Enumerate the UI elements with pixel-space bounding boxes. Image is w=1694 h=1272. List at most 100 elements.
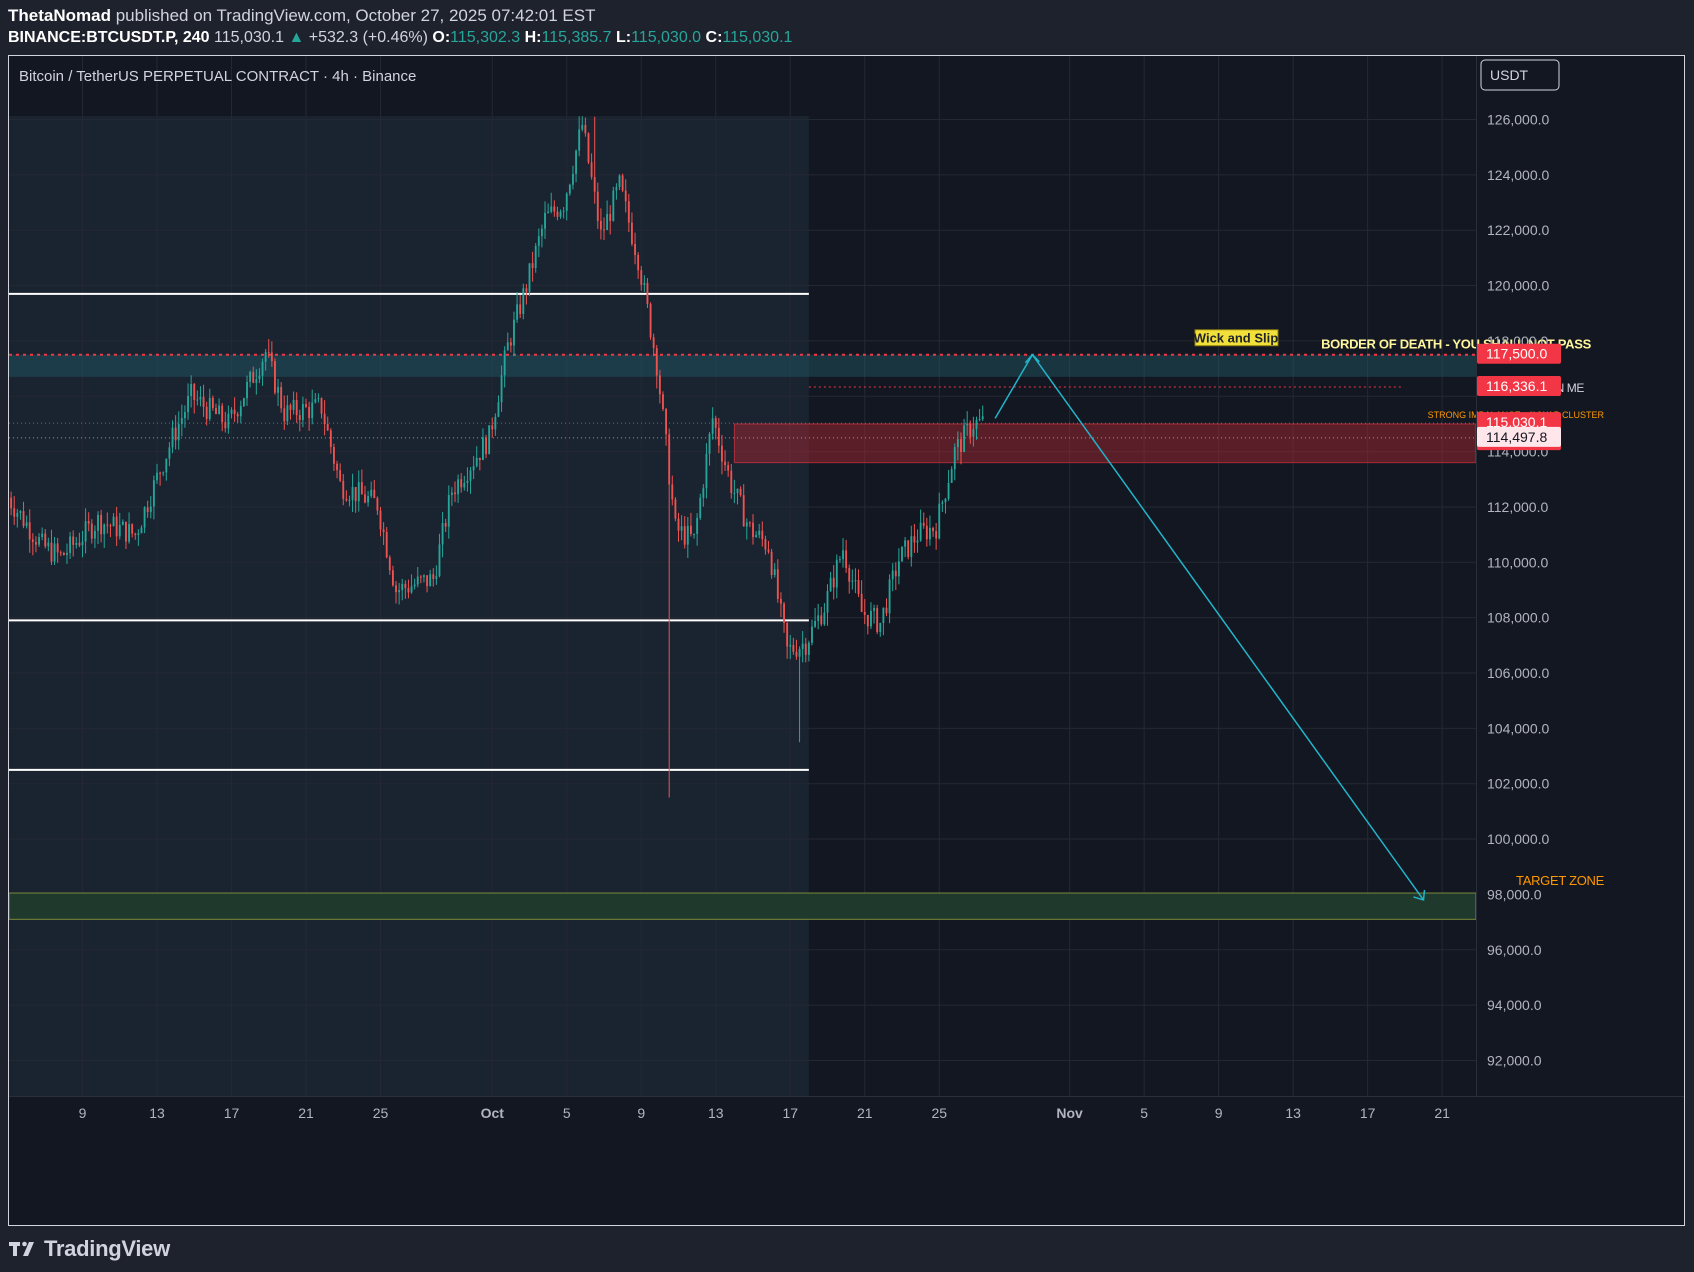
candle-body <box>447 494 450 527</box>
forecast-down-leg[interactable] <box>1031 354 1425 901</box>
candle-body <box>115 516 118 537</box>
wick-and-slip-badge <box>1194 329 1279 347</box>
candle-body <box>261 361 264 376</box>
chart-frame[interactable]: Wick and Slip BORDER OF DEATH - YOU SHALL… <box>8 55 1685 1226</box>
candle-body <box>323 413 326 425</box>
candle-body <box>56 543 59 553</box>
candle-body <box>584 125 587 134</box>
candle-body <box>758 530 761 535</box>
open-value: 115,302.3 <box>450 29 521 46</box>
candle-body <box>689 525 692 534</box>
candle-body <box>848 568 851 582</box>
time-tick-label: 5 <box>1140 1105 1148 1121</box>
candle-body <box>714 418 717 428</box>
candle-body <box>537 236 540 246</box>
candle-body <box>845 550 848 569</box>
candle-body <box>373 489 376 499</box>
candle-body <box>93 530 96 539</box>
candle-body <box>236 413 239 417</box>
candle-body <box>196 399 199 401</box>
candle-body <box>59 552 62 554</box>
price-tick-label: 106,000.0 <box>1487 665 1549 681</box>
candle-body <box>184 412 186 419</box>
forecast-up-leg[interactable] <box>994 354 1034 419</box>
candle-body <box>87 521 90 524</box>
candle-body <box>500 375 503 403</box>
symbol-label[interactable]: BINANCE:BTCUSDT.P, 240 <box>8 29 210 46</box>
candle-body <box>463 483 466 488</box>
candle-body <box>81 541 84 546</box>
candle-body <box>606 214 609 231</box>
candle-body <box>305 404 307 407</box>
candle-body <box>547 211 550 213</box>
candle-body <box>882 607 885 623</box>
candle-body <box>863 611 866 615</box>
candle-body <box>385 531 388 558</box>
candle-body <box>540 228 543 237</box>
candle-body <box>646 282 649 304</box>
candle-body <box>683 526 686 545</box>
candle-body <box>345 498 348 501</box>
candle-body <box>75 543 78 545</box>
candle-body <box>755 534 758 538</box>
candle-body <box>727 465 730 471</box>
candle-body <box>590 162 593 177</box>
candle-body <box>469 470 472 481</box>
candle-body <box>432 574 435 579</box>
resistance-zone <box>9 354 1476 377</box>
candle-body <box>677 518 680 531</box>
candle-body <box>904 540 907 547</box>
tradingview-logo-icon[interactable] <box>8 1239 38 1259</box>
candle-body <box>379 510 382 530</box>
candle-body <box>826 591 829 613</box>
candle-body <box>531 263 534 269</box>
candle-body <box>491 425 494 430</box>
price-tick-label: 102,000.0 <box>1487 776 1549 792</box>
candle-body <box>885 607 888 614</box>
candle-body <box>329 430 332 447</box>
time-tick-label: 9 <box>79 1105 87 1121</box>
candle-body <box>820 615 823 625</box>
candle-body <box>149 506 152 513</box>
currency-selector[interactable] <box>1480 59 1560 91</box>
candle-body <box>280 386 283 409</box>
candle-body <box>72 536 75 545</box>
candle-body <box>671 484 674 500</box>
time-tick-label: 21 <box>298 1105 314 1121</box>
candle-body <box>786 622 789 647</box>
quote-bar: BINANCE:BTCUSDT.P, 240 115,030.1 ▲ +532.… <box>8 29 792 47</box>
high-value: 115,385.7 <box>541 29 612 46</box>
candle-body <box>283 408 286 422</box>
candle-body <box>13 508 16 517</box>
candle-body <box>199 396 202 400</box>
tradingview-wordmark[interactable]: TradingView <box>44 1236 170 1261</box>
candle-body <box>125 521 127 542</box>
time-tick-label: Oct <box>481 1105 505 1121</box>
price-chart[interactable]: Wick and Slip BORDER OF DEATH - YOU SHALL… <box>9 56 1684 1225</box>
candle-body <box>568 184 571 194</box>
candle-body <box>121 521 124 525</box>
footer: TradingView <box>8 1234 170 1264</box>
candle-body <box>565 193 568 211</box>
candle-body <box>193 384 196 401</box>
candle-body <box>382 529 385 532</box>
candle-body <box>277 386 279 393</box>
candle-body <box>817 615 820 621</box>
candle-body <box>838 559 841 561</box>
candle-body <box>404 583 407 589</box>
author-name[interactable]: ThetaNomad <box>8 6 111 25</box>
candle-body <box>211 397 214 408</box>
candle-body <box>631 222 633 244</box>
candle-body <box>643 282 646 285</box>
currency-label: USDT <box>1490 67 1529 83</box>
candle-body <box>854 580 857 582</box>
candle-body <box>593 176 596 192</box>
target-zone <box>9 892 1477 920</box>
candle-body <box>925 525 928 540</box>
wick-and-slip-label: Wick and Slip <box>1194 331 1278 346</box>
candle-body <box>615 187 618 191</box>
candle-body <box>131 524 134 534</box>
candle-body <box>981 416 984 420</box>
candle-body <box>286 405 289 422</box>
candle-body <box>171 427 174 448</box>
